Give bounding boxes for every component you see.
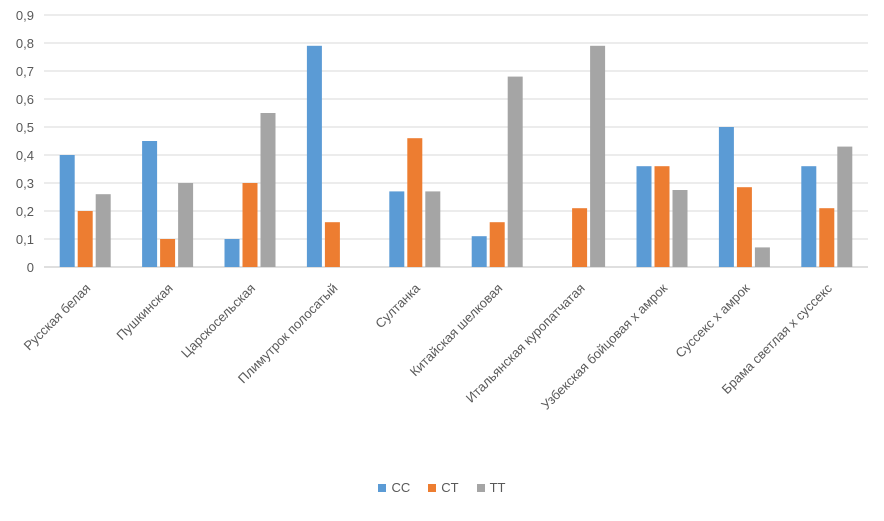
y-tick-label: 0,7 <box>16 64 34 79</box>
legend-swatch-cc <box>378 483 387 492</box>
y-tick-label: 0 <box>27 260 34 275</box>
bar-ct <box>819 208 835 267</box>
bar-tt <box>95 194 111 267</box>
y-tick-label: 0,9 <box>16 8 34 23</box>
bar-tt <box>837 146 853 267</box>
x-tick-label: Царскосельская <box>178 281 258 361</box>
bar-cc <box>801 166 817 267</box>
y-tick-label: 0,2 <box>16 204 34 219</box>
legend-item-tt: TT <box>476 480 506 495</box>
legend-item-cc: CC <box>378 480 410 495</box>
bar-cc <box>224 239 240 267</box>
x-tick-label: Русская белая <box>21 281 94 354</box>
bar-tt <box>178 183 194 267</box>
y-tick-label: 0,1 <box>16 232 34 247</box>
y-tick-label: 0,6 <box>16 92 34 107</box>
y-tick-label: 0,3 <box>16 176 34 191</box>
bar-ct <box>572 208 588 267</box>
legend-label-tt: TT <box>489 480 506 495</box>
legend-swatch-tt <box>476 483 485 492</box>
bar-tt <box>590 45 606 267</box>
y-tick-label: 0,5 <box>16 120 34 135</box>
bar-cc <box>59 155 75 267</box>
bars <box>59 45 853 267</box>
bar-tt <box>260 113 276 267</box>
bar-cc <box>471 236 487 267</box>
bar-cc <box>636 166 652 267</box>
bar-ct <box>407 138 423 267</box>
x-tick-label: Султанка <box>372 280 423 331</box>
y-axis-ticks: 0 0,1 0,2 0,3 0,4 0,5 0,6 0,7 0,8 0,9 <box>16 8 34 275</box>
bar-tt <box>507 76 523 267</box>
bar-tt <box>672 190 688 267</box>
bar-tt <box>754 247 770 267</box>
y-tick-label: 0,4 <box>16 148 34 163</box>
bar-ct <box>160 239 176 267</box>
bar-ct <box>324 222 340 267</box>
bar-ct <box>736 187 752 267</box>
x-tick-label: Суссекс х амрок <box>672 280 752 360</box>
y-tick-label: 0,8 <box>16 36 34 51</box>
x-axis-labels: Русская белая Пушкинская ЦарскосельскаяПли… <box>21 280 836 412</box>
x-tick-label: Китайская шелковая <box>407 281 506 380</box>
legend-swatch-ct <box>428 483 437 492</box>
bar-cc <box>142 141 158 267</box>
bar-ct <box>77 211 93 267</box>
bar-cc <box>306 45 322 267</box>
bar-tt <box>425 191 441 267</box>
x-tick-label: Пушкинская <box>113 281 175 343</box>
legend: CC CT TT <box>0 480 884 495</box>
bar-cc <box>718 127 734 267</box>
legend-item-ct: CT <box>428 480 459 495</box>
bar-ct <box>242 183 258 267</box>
legend-label-cc: CC <box>391 480 411 495</box>
legend-label-ct: CT <box>441 480 459 495</box>
bar-cc <box>389 191 405 267</box>
bar-ct <box>654 166 670 267</box>
bar-ct <box>489 222 505 267</box>
